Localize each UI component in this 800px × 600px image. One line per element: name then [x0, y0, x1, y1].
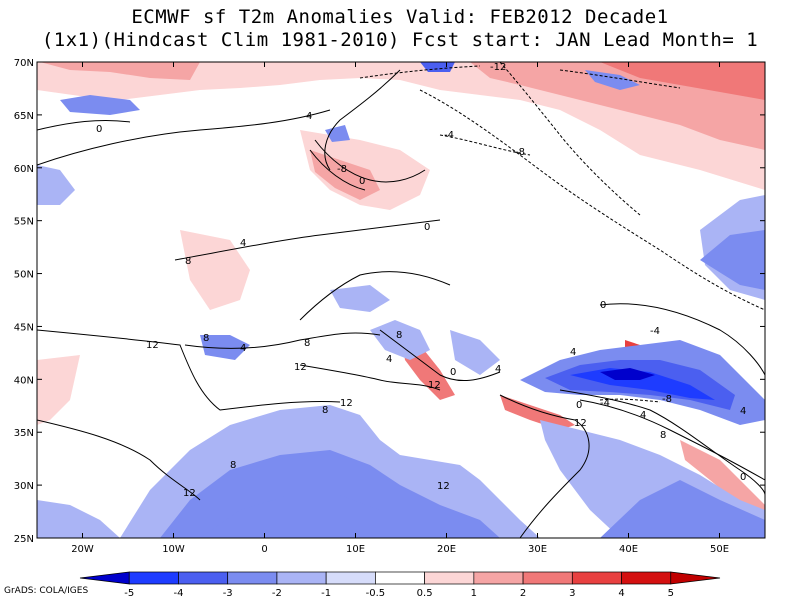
lat-axis: 25N 30N 35N 40N 45N 50N 55N 60N 65N 70N: [14, 58, 765, 545]
lat-tick-label: 55N: [14, 217, 34, 228]
map-field: -12 -8 -4 0 0 -8 4 4 8 12 8 4 8 12 12 8 …: [37, 62, 765, 538]
contour-label: -12: [490, 62, 506, 73]
contour-label: 0: [740, 472, 746, 483]
contour-label: -8: [515, 147, 525, 158]
lon-tick-label: 10E: [346, 544, 365, 555]
contour-label: 8: [203, 333, 209, 344]
colorbar-swatch: [128, 571, 179, 585]
lat-tick-label: 65N: [14, 111, 34, 122]
colorbar-swatch: [621, 571, 672, 585]
lon-tick-label: 10W: [162, 544, 185, 555]
contour-label: 4: [306, 111, 312, 122]
contour-label: 8: [304, 338, 310, 349]
colorbar-label: -3: [223, 588, 233, 599]
map-title-line2: (1x1)(Hindcast Clim 1981-2010) Fcst star…: [41, 29, 759, 51]
contour-label: -4: [444, 130, 454, 141]
contour-label: 12: [340, 398, 353, 409]
colorbar-label: 1: [471, 588, 477, 599]
contour-label: 4: [240, 343, 246, 354]
contour-label: 12: [574, 418, 587, 429]
lon-axis: 20W 10W 0 10E 20E 30E 40E 50E: [71, 62, 729, 555]
colorbar-label: -5: [124, 588, 134, 599]
colorbar-swatch: [571, 571, 622, 585]
colorbar-label: -4: [173, 588, 183, 599]
map-title-line1: ECMWF sf T2m Anomalies Valid: FEB2012 De…: [131, 6, 669, 28]
lat-tick-label: 40N: [14, 375, 34, 386]
colorbar: -5 -4 -3 -2 -1 -0.5 0.5 1 2 3 4 5: [79, 571, 721, 599]
contour-label: 0: [96, 124, 102, 135]
contour-label: -4: [600, 398, 610, 409]
contour-label: -8: [662, 394, 672, 405]
contour-label: 0: [576, 400, 582, 411]
lon-tick-label: 50E: [710, 544, 729, 555]
lat-tick-label: 35N: [14, 428, 34, 439]
contour-label: 4: [570, 347, 576, 358]
contour-label: 12: [428, 380, 441, 391]
lat-tick-label: 30N: [14, 481, 34, 492]
lat-tick-label: 50N: [14, 270, 34, 281]
lon-tick-label: 40E: [619, 544, 638, 555]
lon-tick-label: 30E: [528, 544, 547, 555]
contour-label: 0: [359, 176, 365, 187]
colorbar-label: 4: [618, 588, 624, 599]
contour-label: 12: [183, 488, 196, 499]
contour-label: 12: [146, 340, 159, 351]
contour-label: -8: [337, 164, 347, 175]
contour-label: 4: [740, 406, 746, 417]
contour-label: -4: [650, 326, 660, 337]
colorbar-swatch: [473, 571, 524, 585]
colorbar-label: -1: [321, 588, 331, 599]
colorbar-label: 5: [668, 588, 674, 599]
colorbar-label: -2: [272, 588, 282, 599]
colorbar-swatch: [670, 571, 721, 585]
colorbar-swatch: [325, 571, 376, 585]
colorbar-swatch: [178, 571, 229, 585]
contour-label: 4: [386, 354, 392, 365]
contour-label: 8: [230, 460, 236, 471]
colorbar-label: -0.5: [366, 588, 386, 599]
colorbar-swatch: [424, 571, 475, 585]
colorbar-swatch: [522, 571, 573, 585]
grads-credit: GrADS: COLA/IGES: [4, 586, 89, 596]
contour-label: 8: [660, 430, 666, 441]
contour-label: 12: [294, 362, 307, 373]
contour-label: 8: [185, 256, 191, 267]
colorbar-swatch: [79, 571, 130, 585]
lat-tick-label: 25N: [14, 534, 34, 545]
contour-label: 8: [396, 330, 402, 341]
lon-tick-label: 0: [261, 544, 267, 555]
contour-label: 8: [322, 405, 328, 416]
contour-label: 0: [450, 367, 456, 378]
lon-tick-label: 20E: [437, 544, 456, 555]
colorbar-swatch: [276, 571, 327, 585]
colorbar-label: 2: [520, 588, 526, 599]
contour-label: 0: [600, 300, 606, 311]
colorbar-swatch: [227, 571, 278, 585]
contour-label: 4: [640, 410, 646, 421]
contour-label: 4: [240, 238, 246, 249]
contour-label: 4: [495, 364, 501, 375]
contour-label: 12: [437, 481, 450, 492]
lat-tick-label: 60N: [14, 164, 34, 175]
lat-tick-label: 45N: [14, 322, 34, 333]
colorbar-label: 0.5: [417, 588, 433, 599]
colorbar-swatch: [375, 571, 425, 585]
colorbar-label: 3: [569, 588, 575, 599]
map-frame: [36, 61, 766, 539]
contour-label: 0: [424, 222, 430, 233]
lon-tick-label: 20W: [71, 544, 94, 555]
lat-tick-label: 70N: [14, 58, 34, 69]
